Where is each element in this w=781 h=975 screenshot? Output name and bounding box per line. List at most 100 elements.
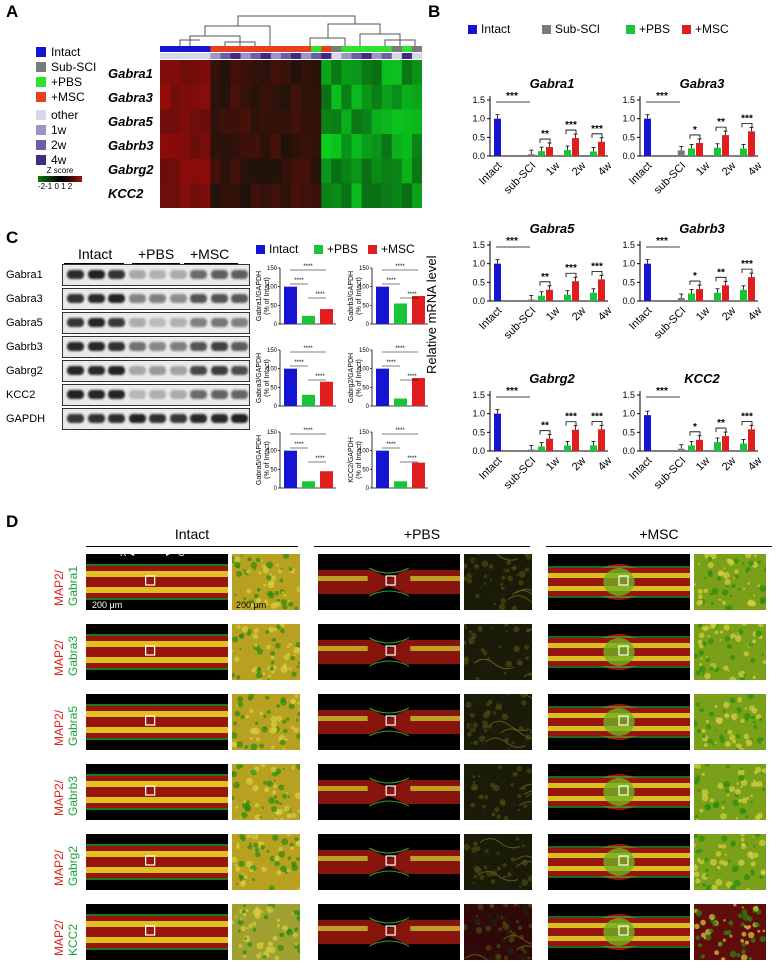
- micro-texture: [745, 815, 749, 819]
- micro-texture: [510, 931, 517, 938]
- heatmap-timepoint-cell: [180, 53, 191, 59]
- qpcr-x-tick-label: sub-SCI: [652, 305, 689, 342]
- micro-texture: [705, 657, 711, 663]
- micro-texture: [698, 665, 706, 673]
- micro-texture: [525, 628, 531, 633]
- micro-texture: [481, 798, 484, 802]
- wb-legend-item: Intact: [256, 242, 298, 256]
- micro-band: [410, 646, 460, 651]
- micro-texture: [256, 672, 263, 679]
- heatmap-cell: [311, 84, 322, 110]
- micro-texture: [510, 783, 514, 787]
- heatmap-cell: [170, 109, 181, 135]
- micro-texture: [484, 795, 489, 800]
- micro-texture: [286, 717, 290, 721]
- wb-band-strip: [62, 336, 250, 358]
- wb-band: [149, 270, 166, 279]
- micro-texture: [287, 856, 292, 860]
- micro-texture: [246, 588, 252, 594]
- micro-texture: [237, 696, 244, 703]
- heatmap-cell: [280, 60, 292, 86]
- heatmap-legend-swatch: [36, 46, 46, 57]
- heatmap-condition-cell: [190, 46, 201, 52]
- micro-inset: [464, 624, 532, 680]
- micro-inset: [694, 764, 766, 820]
- micro-texture: [286, 645, 290, 649]
- micro-image: [548, 624, 690, 680]
- heatmap-cell: [351, 183, 362, 208]
- micro-texture: [255, 851, 261, 858]
- micro-stain-green: Gabra5: [66, 705, 80, 746]
- heatmap-cell: [200, 134, 211, 160]
- micro-texture: [730, 840, 737, 846]
- qpcr-bar: [546, 289, 553, 301]
- wb-quant-bar: [394, 481, 407, 488]
- micro-texture: [471, 783, 479, 791]
- qpcr-sig-label: ***: [741, 259, 753, 270]
- micro-svg: [86, 914, 228, 950]
- micro-texture: [278, 569, 282, 574]
- heatmap-cell: [411, 60, 422, 86]
- micro-texture: [245, 800, 251, 805]
- qpcr-bar: [714, 442, 721, 451]
- micro-fiber: [473, 658, 514, 670]
- micro-texture: [473, 836, 477, 840]
- heatmap-cell: [401, 183, 413, 208]
- micro-texture: [506, 800, 510, 804]
- micro-texture: [522, 844, 526, 848]
- dendrogram-branch: [327, 23, 381, 38]
- micro-svg: [232, 624, 300, 680]
- heatmap-cell: [351, 84, 362, 110]
- micro-fiber: [485, 737, 526, 748]
- micro-texture: [736, 952, 741, 957]
- micro-texture: [714, 741, 717, 745]
- wb-quant-tick-label: 150: [359, 430, 370, 436]
- qpcr-bar: [696, 289, 703, 301]
- wb-group-label: +MSC: [190, 246, 230, 262]
- micro-texture: [740, 779, 748, 787]
- qpcr-sig-bracket: [539, 430, 551, 435]
- micro-texture: [270, 602, 277, 609]
- wb-band-strip: [62, 408, 250, 430]
- micro-texture: [730, 697, 736, 704]
- micro-texture: [755, 713, 762, 720]
- micro-svg: [232, 694, 300, 750]
- micro-texture: [475, 915, 479, 918]
- micro-roi-box: [618, 715, 629, 726]
- micro-texture: [500, 791, 504, 795]
- micro-texture: [694, 871, 700, 878]
- heatmap-condition-cell: [260, 46, 272, 52]
- micro-texture: [251, 877, 255, 882]
- micro-texture: [259, 711, 264, 716]
- micro-texture: [466, 766, 472, 773]
- micro-texture: [710, 601, 714, 606]
- micro-texture: [698, 599, 704, 604]
- micro-texture: [482, 785, 489, 792]
- micro-texture: [464, 783, 468, 788]
- micro-texture: [494, 807, 500, 813]
- micro-texture: [266, 710, 271, 715]
- micro-texture: [503, 671, 507, 675]
- micro-texture: [708, 928, 714, 933]
- heatmap-cell: [331, 158, 342, 184]
- heatmap-gene-label: Gabra3: [108, 90, 153, 105]
- micro-texture: [697, 857, 701, 862]
- micro-edge: [368, 847, 410, 854]
- panel-letter-c: C: [6, 228, 19, 247]
- wb-quant-tick-label: 50: [270, 385, 277, 391]
- micro-texture: [514, 741, 521, 748]
- wb-band: [190, 390, 207, 399]
- micro-texture: [473, 885, 477, 889]
- micro-texture: [742, 587, 746, 591]
- micro-texture: [704, 803, 712, 811]
- micro-texture: [509, 940, 513, 943]
- micro-svg: [232, 834, 300, 890]
- qpcr-sig-bracket: [591, 420, 603, 426]
- micro-texture: [271, 575, 277, 581]
- heatmap-legend-swatch: [36, 154, 46, 165]
- heatmap-condition-cell: [280, 46, 292, 52]
- micro-texture: [737, 769, 745, 776]
- micro-texture: [464, 563, 468, 569]
- qpcr-sig-bracket: [565, 129, 577, 135]
